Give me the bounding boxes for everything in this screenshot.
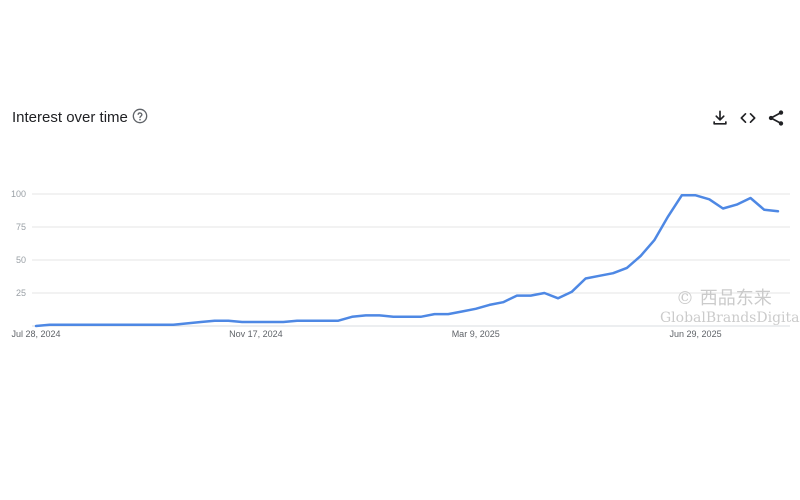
series-layer	[34, 194, 780, 328]
x-tick-label: Jun 29, 2025	[670, 329, 722, 339]
chart-title: Interest over time	[12, 109, 128, 126]
y-tick-label: 25	[16, 288, 26, 298]
share-icon[interactable]	[766, 108, 786, 128]
x-tick-label: Nov 17, 2024	[229, 329, 283, 339]
y-axis-ticks: 25 50 75 100	[11, 189, 26, 298]
y-tick-label: 75	[16, 222, 26, 232]
download-icon[interactable]	[710, 108, 730, 128]
series-line	[34, 194, 780, 328]
x-axis-ticks: Jul 28, 2024 Nov 17, 2024 Mar 9, 2025 Jun 2…	[11, 329, 721, 339]
x-tick-label: Mar 9, 2025	[452, 329, 500, 339]
embed-code-icon[interactable]	[738, 108, 758, 128]
y-tick-label: 100	[11, 189, 26, 199]
y-tick-label: 50	[16, 255, 26, 265]
chart-area: 25 50 75 100 Jul 28, 2024 Nov 17, 2024 Mar 9,…	[0, 180, 800, 350]
grid-lines	[32, 193, 790, 327]
chart-header: Interest over time	[12, 106, 788, 130]
x-tick-label: Jul 28, 2024	[11, 329, 60, 339]
help-circle-icon[interactable]	[132, 108, 148, 124]
interest-line-chart: 25 50 75 100 Jul 28, 2024 Nov 17, 2024 Mar 9,…	[11, 189, 790, 339]
